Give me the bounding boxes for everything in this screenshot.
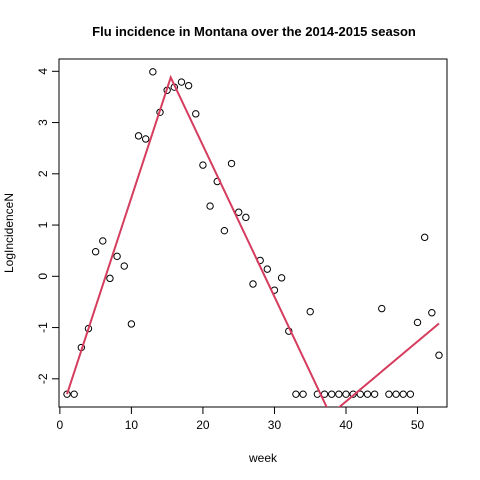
y-tick-label: 4 xyxy=(36,68,50,75)
data-points xyxy=(63,68,443,398)
data-point xyxy=(249,280,257,288)
data-point xyxy=(263,265,272,273)
data-point xyxy=(106,274,114,283)
x-axis-label: week xyxy=(248,451,278,465)
x-tick-label: 40 xyxy=(339,418,353,432)
data-point xyxy=(342,390,350,398)
y-tick-label: 2 xyxy=(36,170,50,177)
y-tick-label: 0 xyxy=(36,273,50,280)
data-point xyxy=(292,390,300,398)
data-point xyxy=(192,110,200,118)
fit-line xyxy=(66,74,440,407)
y-tick-label: -2 xyxy=(36,373,50,384)
data-point xyxy=(349,390,357,398)
data-point xyxy=(177,78,186,86)
data-point xyxy=(149,68,157,76)
data-point xyxy=(356,390,365,398)
data-point xyxy=(199,161,207,169)
y-tick-label: -1 xyxy=(36,322,50,333)
data-point xyxy=(370,390,379,398)
data-point xyxy=(277,274,286,282)
data-point xyxy=(120,262,128,270)
data-point xyxy=(141,135,150,143)
y-axis-label: LogIncidenceN xyxy=(2,193,16,273)
fit-line-group xyxy=(66,74,440,407)
x-tick-label: 10 xyxy=(125,418,139,432)
data-point xyxy=(306,307,314,316)
data-point xyxy=(385,390,393,398)
data-point xyxy=(406,390,415,398)
plot-frame xyxy=(58,58,448,408)
data-point xyxy=(399,390,407,398)
data-point xyxy=(299,390,307,398)
y-axis: -2 -1 0 1 2 3 4 xyxy=(36,68,60,384)
data-point xyxy=(242,213,250,222)
data-point xyxy=(91,248,100,256)
data-point xyxy=(220,226,229,235)
data-point xyxy=(378,304,386,313)
x-tick-label: 50 xyxy=(411,418,425,432)
data-point xyxy=(127,320,136,328)
y-tick-label: 1 xyxy=(36,221,50,228)
data-point xyxy=(327,390,336,398)
x-tick-label: 20 xyxy=(196,418,210,432)
data-point xyxy=(99,237,107,245)
chart-title: Flu incidence in Montana over the 2014-2… xyxy=(92,24,416,39)
data-point xyxy=(134,132,143,140)
data-point xyxy=(113,252,121,261)
data-point xyxy=(413,318,422,327)
data-point xyxy=(184,81,193,90)
data-point xyxy=(363,390,372,398)
data-point xyxy=(392,390,400,398)
x-axis: 0 10 20 30 40 50 xyxy=(57,406,425,432)
data-point xyxy=(335,390,343,398)
data-point xyxy=(420,233,429,242)
data-point xyxy=(227,159,236,168)
x-tick-label: 30 xyxy=(268,418,282,432)
data-point xyxy=(435,351,443,359)
data-point xyxy=(428,308,436,317)
x-tick-label: 0 xyxy=(57,418,64,432)
y-tick-label: 3 xyxy=(36,119,50,126)
data-point xyxy=(70,390,78,398)
data-point xyxy=(206,202,214,210)
